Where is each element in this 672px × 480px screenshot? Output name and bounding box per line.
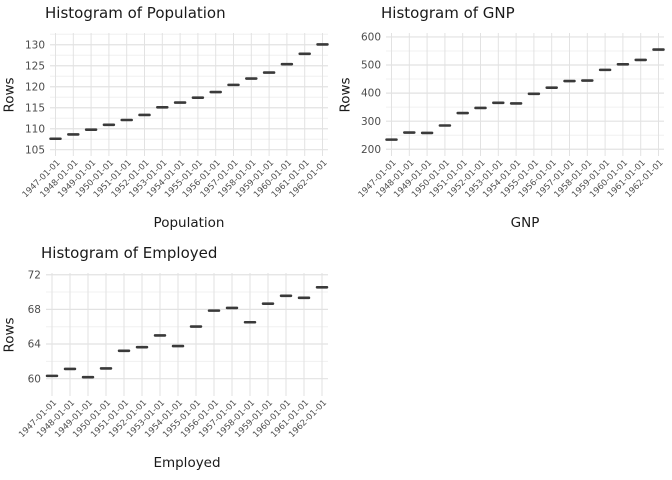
data-mark <box>385 138 398 141</box>
data-mark <box>207 309 221 312</box>
data-mark <box>209 90 222 94</box>
data-mark <box>171 344 185 348</box>
x-axis-title: GNP <box>510 215 540 231</box>
y-tick-label: 300 <box>361 116 381 128</box>
data-mark <box>225 306 239 310</box>
data-mark <box>120 118 133 122</box>
y-tick-label: 400 <box>361 88 381 100</box>
data-mark <box>99 367 113 370</box>
data-mark <box>173 101 187 104</box>
data-mark <box>581 79 594 82</box>
data-mark <box>63 367 77 371</box>
data-mark <box>403 131 416 134</box>
data-mark <box>315 285 329 289</box>
plot-area: 1051101151201251301947-01-011948-01-0119… <box>21 33 330 200</box>
data-mark <box>420 131 434 135</box>
data-mark <box>616 62 630 66</box>
data-mark <box>492 101 505 105</box>
y-tick-label: 72 <box>28 269 41 281</box>
y-tick-label: 110 <box>25 123 45 135</box>
data-mark <box>261 302 275 306</box>
data-mark <box>81 375 95 379</box>
x-axis-title: Population <box>153 215 225 231</box>
plot-area: 2003004005006001947-01-011948-01-011949-… <box>357 32 666 201</box>
data-mark <box>84 128 98 131</box>
data-mark <box>316 43 329 46</box>
data-mark <box>262 71 276 74</box>
y-tick-label: 68 <box>28 304 41 316</box>
data-mark <box>298 52 311 56</box>
data-mark <box>634 58 647 62</box>
y-tick-label: 500 <box>361 60 381 72</box>
x-axis-title: Employed <box>153 455 221 471</box>
chart-title: Histogram of GNP <box>381 4 515 22</box>
y-tick-label: 600 <box>361 32 381 44</box>
y-tick-label: 120 <box>25 81 45 93</box>
data-mark <box>49 137 62 141</box>
chart-panel-gnp: Histogram of GNP Rows 200 300 400 500 600 194… <box>336 0 672 240</box>
data-mark <box>189 325 203 328</box>
data-mark <box>243 320 257 324</box>
data-mark <box>438 124 452 127</box>
data-mark <box>279 294 293 298</box>
data-mark <box>102 123 116 127</box>
data-mark <box>474 106 487 110</box>
y-tick-label: 64 <box>28 339 42 351</box>
chart-title: Histogram of Employed <box>41 244 218 262</box>
chart-title: Histogram of Population <box>45 4 226 22</box>
data-mark <box>652 48 665 51</box>
y-tick-label: 125 <box>25 60 45 72</box>
data-mark <box>545 86 558 90</box>
y-tick-label: 115 <box>25 102 45 114</box>
data-mark <box>227 83 240 87</box>
data-mark <box>67 133 80 136</box>
y-tick-label: 130 <box>25 39 45 51</box>
chart-panel-employed: Histogram of Employed Rows 60 64 68 72 1947-… <box>0 240 336 480</box>
data-mark <box>191 96 205 99</box>
plot-area: 606468721947-01-011948-01-011949-01-0119… <box>17 269 329 440</box>
data-mark <box>527 92 541 96</box>
data-mark <box>297 296 311 300</box>
data-mark <box>45 374 59 378</box>
data-mark <box>156 106 169 109</box>
y-tick-label: 60 <box>28 373 41 385</box>
data-mark <box>280 62 294 66</box>
data-mark <box>563 79 576 83</box>
data-mark <box>456 111 469 115</box>
data-mark <box>509 102 523 105</box>
data-mark <box>245 77 258 80</box>
y-tick-label: 105 <box>25 144 45 156</box>
data-mark <box>598 68 612 72</box>
data-mark <box>117 349 131 353</box>
data-mark <box>153 334 167 337</box>
y-tick-label: 200 <box>361 144 381 156</box>
data-mark <box>138 113 151 117</box>
data-mark <box>135 345 149 349</box>
chart-panel-population: Histogram of Population Rows 105 110 115 12… <box>0 0 336 240</box>
